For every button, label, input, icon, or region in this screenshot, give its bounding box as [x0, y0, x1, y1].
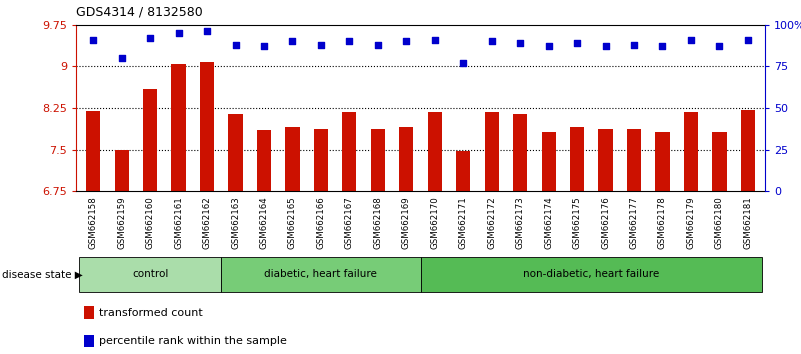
Point [485, 39, 498, 44]
Bar [285, 127, 300, 191]
Text: GSM662181: GSM662181 [743, 196, 752, 249]
Text: GSM662168: GSM662168 [373, 196, 382, 249]
Point [570, 40, 583, 46]
Bar [79, 257, 221, 292]
Bar [143, 88, 157, 191]
Text: non-diabetic, heart failure: non-diabetic, heart failure [523, 269, 659, 279]
Bar [741, 110, 755, 191]
Point [513, 40, 526, 46]
Bar [627, 129, 641, 191]
Text: GSM662164: GSM662164 [260, 196, 268, 249]
Bar [712, 132, 727, 191]
Point [400, 39, 413, 44]
Bar [200, 63, 214, 191]
Point [372, 42, 384, 47]
Bar [342, 113, 356, 191]
Bar [570, 127, 584, 191]
Text: GSM662177: GSM662177 [630, 196, 638, 249]
Bar [513, 114, 527, 191]
Text: GSM662171: GSM662171 [459, 196, 468, 249]
Point [286, 39, 299, 44]
Bar [684, 113, 698, 191]
Point [229, 42, 242, 47]
Text: GSM662160: GSM662160 [146, 196, 155, 249]
Point [115, 55, 128, 61]
Text: GSM662158: GSM662158 [89, 196, 98, 249]
Point [713, 44, 726, 49]
Point [172, 30, 185, 36]
Bar [399, 127, 413, 191]
Text: GSM662163: GSM662163 [231, 196, 240, 249]
Point [599, 44, 612, 49]
Text: GSM662173: GSM662173 [516, 196, 525, 249]
Bar [598, 129, 613, 191]
Text: GSM662166: GSM662166 [316, 196, 325, 249]
Text: GSM662167: GSM662167 [345, 196, 354, 249]
Text: control: control [132, 269, 168, 279]
Point [343, 39, 356, 44]
Bar [371, 129, 385, 191]
Text: GSM662162: GSM662162 [203, 196, 211, 249]
Bar [428, 113, 442, 191]
Text: GSM662169: GSM662169 [402, 196, 411, 249]
Text: percentile rank within the sample: percentile rank within the sample [99, 336, 287, 346]
Bar [541, 132, 556, 191]
Bar [171, 64, 186, 191]
Text: GSM662176: GSM662176 [601, 196, 610, 249]
Text: GSM662175: GSM662175 [573, 196, 582, 249]
Bar [221, 257, 421, 292]
Bar [115, 150, 129, 191]
Bar [485, 113, 499, 191]
Point [542, 44, 555, 49]
Bar [421, 257, 762, 292]
Point [628, 42, 641, 47]
Text: disease state ▶: disease state ▶ [2, 269, 83, 279]
Bar [86, 111, 100, 191]
Point [87, 37, 99, 42]
Point [685, 37, 698, 42]
Text: GSM662180: GSM662180 [715, 196, 724, 249]
Text: GSM662159: GSM662159 [117, 196, 126, 249]
Text: GSM662165: GSM662165 [288, 196, 297, 249]
Text: GSM662174: GSM662174 [544, 196, 553, 249]
Point [258, 44, 271, 49]
Point [457, 60, 469, 66]
Text: diabetic, heart failure: diabetic, heart failure [264, 269, 377, 279]
Point [656, 44, 669, 49]
Text: GSM662178: GSM662178 [658, 196, 667, 249]
Text: GSM662172: GSM662172 [487, 196, 496, 249]
Bar [228, 114, 243, 191]
Bar [456, 151, 470, 191]
Text: GSM662179: GSM662179 [686, 196, 695, 249]
Point [429, 37, 441, 42]
Point [315, 42, 328, 47]
Bar [314, 129, 328, 191]
Text: transformed count: transformed count [99, 308, 203, 318]
Text: GDS4314 / 8132580: GDS4314 / 8132580 [76, 5, 203, 18]
Text: GSM662161: GSM662161 [174, 196, 183, 249]
Bar [655, 132, 670, 191]
Point [742, 37, 755, 42]
Point [200, 29, 213, 34]
Text: GSM662170: GSM662170 [430, 196, 439, 249]
Point [143, 35, 156, 41]
Bar [257, 130, 271, 191]
